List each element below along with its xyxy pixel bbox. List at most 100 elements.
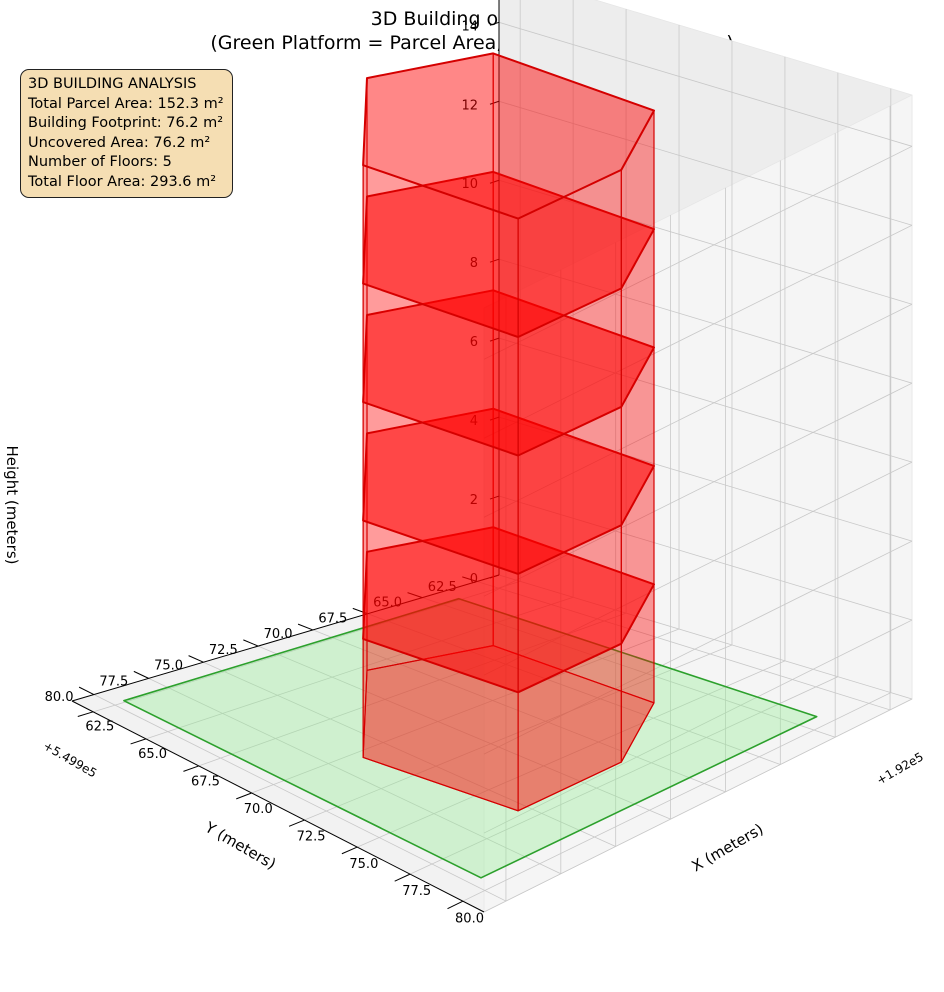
building-floor-2 <box>362 407 655 693</box>
grid-wall-z-right <box>483 224 913 439</box>
y-tick-label: 80.0 <box>45 690 74 705</box>
grid-wall-z-right <box>483 303 913 518</box>
y-tick-mark <box>462 576 478 582</box>
z-tick-mark <box>489 574 500 579</box>
grid-floor-y <box>476 581 891 711</box>
info-line-parcel-area: Total Parcel Area: 152.3 m² <box>28 95 224 112</box>
grid-wall-z-left <box>498 416 913 542</box>
z-tick-mark <box>489 337 500 342</box>
grid-floor-x <box>251 628 680 794</box>
y-axis-label: Y (meters) <box>201 818 279 873</box>
x-tick-label: 72.5 <box>297 829 326 844</box>
z-tick-label: 12 <box>461 98 478 113</box>
grid-floor-x <box>198 612 627 767</box>
grid-wall-z-left <box>498 21 913 147</box>
grid-floor-y <box>203 661 616 847</box>
grid-floor-x <box>145 596 574 740</box>
x-tick-label: 80.0 <box>455 912 484 927</box>
grid-floor-y <box>312 629 726 793</box>
x-offset-label: +1.92e5 <box>874 750 926 788</box>
grid-wall-z-left <box>498 258 913 384</box>
y-tick-mark <box>133 670 149 679</box>
grid-floor-x <box>462 692 891 902</box>
x-tick-mark <box>183 765 199 772</box>
z-tick-mark <box>489 21 500 26</box>
y-tick-label: 70.0 <box>264 627 293 642</box>
grid-floor-y <box>257 645 671 820</box>
y-offset-label: +5.499e5 <box>41 739 99 781</box>
y-tick-label: 62.5 <box>428 580 457 595</box>
x-tick-mark <box>130 738 147 745</box>
x-axis-label: X (meters) <box>688 820 766 875</box>
z-tick-mark <box>489 179 500 184</box>
axis-lines <box>71 0 500 913</box>
x-tick-label: 67.5 <box>191 774 220 789</box>
grid-floor-x <box>409 676 839 875</box>
x-tick-label: 75.0 <box>349 857 378 872</box>
grid-wall-z-right <box>483 145 913 360</box>
parcel-platform <box>123 597 818 879</box>
x-tick-mark <box>77 711 94 717</box>
grid-wall-z-right <box>483 540 913 755</box>
floor-top <box>362 52 655 220</box>
grid-floor-y <box>422 597 836 738</box>
y-axis-line <box>71 574 500 702</box>
grid-floor-y <box>367 613 781 765</box>
building-floor-4 <box>362 170 655 457</box>
x-tick-mark <box>394 873 411 882</box>
info-line-floor-area: Total Floor Area: 293.6 m² <box>28 173 217 190</box>
x-tick-label: 65.0 <box>138 747 167 762</box>
grid-wall-z-left <box>498 495 913 621</box>
y-tick-label: 72.5 <box>209 643 238 658</box>
z-axis-label: Height (meters) <box>3 446 21 565</box>
x-tick-label: 62.5 <box>85 720 114 735</box>
grid-floor-y <box>148 678 561 875</box>
plot-data <box>123 52 818 879</box>
y-tick-mark <box>407 592 423 599</box>
z-tick-mark <box>489 416 500 421</box>
z-tick-label: 0 <box>470 572 478 587</box>
grid-floor-x <box>93 580 521 713</box>
grid-wall-z-left <box>498 337 913 463</box>
grid-wall-z-right <box>483 619 913 834</box>
info-line-uncovered: Uncovered Area: 76.2 m² <box>28 134 211 151</box>
z-tick-label: 10 <box>461 177 478 192</box>
info-line-footprint: Building Footprint: 76.2 m² <box>28 115 224 131</box>
y-tick-mark <box>188 655 204 663</box>
axis-panes <box>71 0 913 913</box>
y-tick-label: 77.5 <box>99 674 128 689</box>
y-tick-mark <box>297 623 314 631</box>
x-tick-mark <box>236 792 252 800</box>
y-tick-mark <box>78 686 95 695</box>
info-heading: 3D BUILDING ANALYSIS <box>28 76 197 92</box>
x-tick-mark <box>341 846 358 855</box>
y-tick-label: 65.0 <box>373 596 402 611</box>
grid-wall-z-right <box>483 698 913 913</box>
x-tick-mark <box>447 900 464 910</box>
info-line-floors: Number of Floors: 5 <box>28 154 172 170</box>
x-tick-mark <box>288 819 305 827</box>
x-tick-label: 77.5 <box>402 884 431 899</box>
z-tick-label: 6 <box>470 335 478 350</box>
analysis-info-box: 3D BUILDING ANALYSIS Total Parcel Area: … <box>20 69 233 198</box>
y-tick-label: 67.5 <box>318 611 347 626</box>
z-tick-mark <box>489 100 500 105</box>
y-tick-mark <box>243 639 259 647</box>
x-tick-label: 70.0 <box>244 802 273 817</box>
building-floor-5 <box>362 52 655 338</box>
tick-labels: 62.5 65.0 67.5 70.0 72.5 75.0 77.5 80.0 62.5 65.0… <box>45 19 484 926</box>
grid-wall-z-left <box>498 574 913 700</box>
grid-wall-z-left <box>498 179 913 305</box>
z-tick-label: 14 <box>461 19 478 34</box>
grid-wall-z-right <box>483 382 913 597</box>
grid-wall-z-right <box>483 461 913 676</box>
z-tick-mark <box>489 258 500 263</box>
grid-lines <box>93 0 913 913</box>
y-tick-label: 75.0 <box>154 659 183 674</box>
z-tick-label: 8 <box>470 256 478 271</box>
z-tick-mark <box>489 495 500 500</box>
grid-wall-z-left <box>498 100 913 226</box>
x-axis-line <box>71 700 485 913</box>
grid-floor-x <box>357 660 786 848</box>
